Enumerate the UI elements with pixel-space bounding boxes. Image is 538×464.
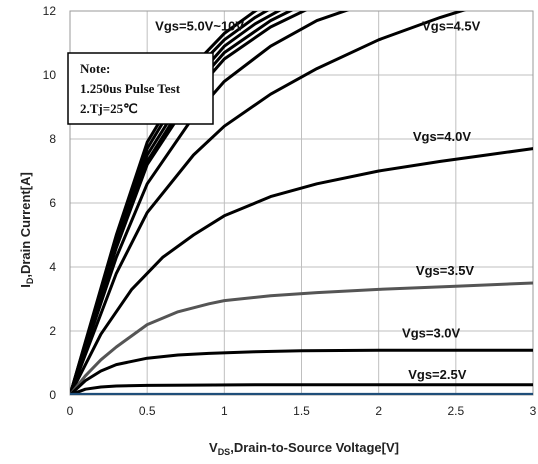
- x-tick-label: 1.5: [293, 404, 310, 418]
- note-box: Note: 1.250us Pulse Test 2.Tj=25℃: [67, 52, 214, 125]
- y-axis-title: ID,Drain Current[A]: [18, 172, 35, 288]
- note-line-3: 2.Tj=25℃: [80, 101, 138, 116]
- series-label-3: Vgs=3.5V: [416, 263, 475, 278]
- series-line-7: [70, 147, 533, 395]
- y-tick-label: 12: [43, 4, 57, 18]
- series-label-4: Vgs=3.0V: [402, 326, 461, 341]
- y-axis-ticks: 0 2 4 6 8 10 12: [43, 4, 57, 402]
- series-line-8: [70, 281, 533, 395]
- y-tick-label: 10: [43, 68, 57, 82]
- y-tick-label: 0: [49, 388, 56, 402]
- y-tick-label: 8: [49, 132, 56, 146]
- y-tick-label: 2: [49, 324, 56, 338]
- x-axis-ticks: 0 0.5 1 1.5 2 2.5 3: [67, 404, 537, 418]
- series-label-2: Vgs=4.0V: [413, 129, 472, 144]
- series-labels: Vgs=5.0V~10V Vgs=4.5V Vgs=4.0V Vgs=3.5V Vgs=…: [155, 18, 480, 382]
- note-line-2: 1.250us Pulse Test: [80, 81, 181, 96]
- series-line-9: [70, 348, 533, 395]
- y-tick-label: 4: [49, 260, 56, 274]
- y-tick-label: 6: [49, 196, 56, 210]
- x-tick-label: 2: [375, 404, 382, 418]
- series-label-1: Vgs=4.5V: [422, 18, 481, 33]
- x-tick-label: 0.5: [139, 404, 156, 418]
- series-line-10: [70, 383, 533, 395]
- note-line-1: Note:: [80, 61, 110, 76]
- x-tick-label: 0: [67, 404, 74, 418]
- x-axis-title: VDS,Drain-to-Source Voltage[V]: [209, 440, 399, 457]
- x-tick-label: 1: [221, 404, 228, 418]
- x-tick-label: 2.5: [447, 404, 464, 418]
- series-label-5: Vgs=2.5V: [408, 367, 467, 382]
- series-line-6: [70, 11, 467, 395]
- x-tick-label: 3: [530, 404, 537, 418]
- series-label-0: Vgs=5.0V~10V: [155, 18, 244, 33]
